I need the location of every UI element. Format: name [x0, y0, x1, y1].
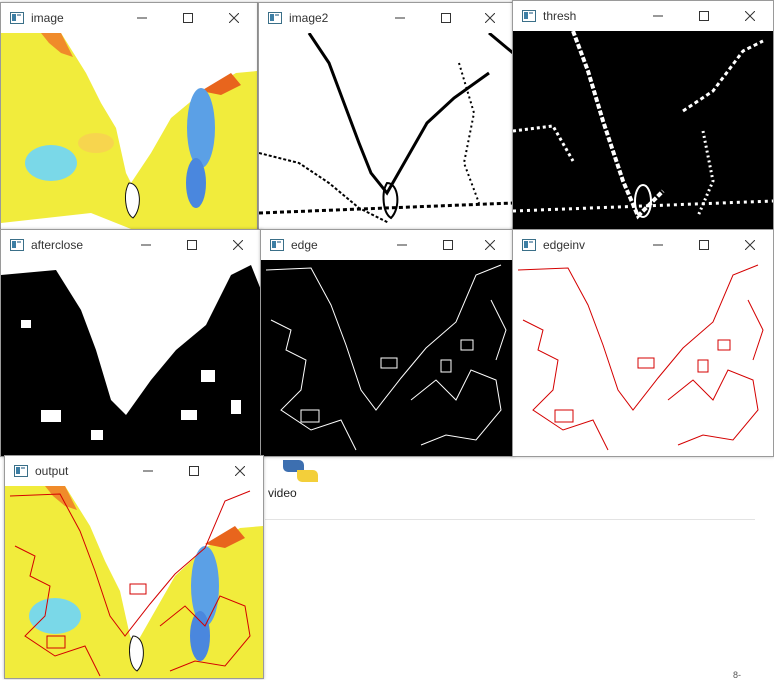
divider — [265, 519, 755, 520]
close-icon — [229, 13, 239, 23]
maximize-icon — [443, 240, 453, 250]
tray-text: 8- — [733, 670, 742, 680]
maximize-icon — [699, 11, 709, 21]
opencv-window-icon — [14, 465, 28, 477]
opencv-window-icon — [522, 239, 536, 251]
minimize-button[interactable] — [635, 1, 681, 31]
titlebar[interactable]: output — [5, 456, 263, 486]
close-icon — [485, 13, 495, 23]
edgeinv-canvas — [513, 260, 773, 456]
close-button[interactable] — [727, 230, 773, 260]
titlebar[interactable]: image — [1, 3, 257, 33]
maximize-icon — [187, 240, 197, 250]
opencv-window-icon — [522, 10, 536, 22]
minimize-icon — [137, 17, 147, 19]
close-button[interactable] — [727, 1, 773, 31]
maximize-icon — [699, 240, 709, 250]
minimize-icon — [653, 244, 663, 246]
maximize-icon — [183, 13, 193, 23]
afterclose-canvas — [1, 260, 261, 456]
window-thresh[interactable]: thresh — [512, 0, 774, 230]
minimize-icon — [653, 15, 663, 17]
window-title: afterclose — [31, 238, 84, 252]
image-canvas — [1, 33, 257, 229]
window-edgeinv[interactable]: edgeinv — [512, 229, 774, 457]
window-afterclose[interactable]: afterclose — [0, 229, 262, 457]
python-icon[interactable] — [279, 458, 321, 484]
maximize-button[interactable] — [423, 3, 469, 33]
opencv-window-icon — [10, 12, 24, 24]
window-image[interactable]: image — [0, 2, 258, 230]
maximize-button[interactable] — [681, 230, 727, 260]
close-button[interactable] — [211, 3, 257, 33]
maximize-button[interactable] — [425, 230, 471, 260]
close-icon — [745, 11, 755, 21]
maximize-icon — [189, 466, 199, 476]
titlebar[interactable]: image2 — [259, 3, 513, 33]
close-icon — [235, 466, 245, 476]
window-title: image — [31, 11, 64, 25]
maximize-icon — [441, 13, 451, 23]
minimize-button[interactable] — [123, 230, 169, 260]
minimize-button[interactable] — [119, 3, 165, 33]
output-canvas — [5, 486, 263, 678]
minimize-button[interactable] — [635, 230, 681, 260]
titlebar[interactable]: edge — [261, 230, 513, 260]
minimize-button[interactable] — [379, 230, 425, 260]
minimize-icon — [395, 17, 405, 19]
opencv-window-icon — [270, 239, 284, 251]
image2-canvas — [259, 33, 513, 229]
minimize-button[interactable] — [125, 456, 171, 486]
titlebar[interactable]: edgeinv — [513, 230, 773, 260]
maximize-button[interactable] — [169, 230, 215, 260]
titlebar[interactable]: afterclose — [1, 230, 261, 260]
minimize-icon — [143, 470, 153, 472]
close-button[interactable] — [467, 230, 513, 260]
opencv-window-icon — [10, 239, 24, 251]
window-title: edgeinv — [543, 238, 586, 252]
titlebar[interactable]: thresh — [513, 1, 773, 31]
opencv-window-icon — [268, 12, 282, 24]
close-button[interactable] — [215, 230, 261, 260]
minimize-icon — [397, 244, 407, 246]
close-button[interactable] — [467, 3, 513, 33]
close-icon — [745, 240, 755, 250]
window-output[interactable]: output — [4, 455, 264, 679]
window-edge[interactable]: edge — [260, 229, 514, 457]
thresh-canvas — [513, 31, 773, 229]
close-button[interactable] — [217, 456, 263, 486]
window-title: thresh — [543, 9, 577, 23]
close-icon — [485, 240, 495, 250]
window-image2[interactable]: image2 — [258, 2, 514, 230]
close-icon — [233, 240, 243, 250]
window-title: output — [35, 464, 69, 478]
maximize-button[interactable] — [165, 3, 211, 33]
window-title: image2 — [289, 11, 329, 25]
edge-canvas — [261, 260, 513, 456]
minimize-icon — [141, 244, 151, 246]
file-label[interactable]: video — [268, 486, 297, 500]
maximize-button[interactable] — [171, 456, 217, 486]
window-title: edge — [291, 238, 318, 252]
minimize-button[interactable] — [377, 3, 423, 33]
maximize-button[interactable] — [681, 1, 727, 31]
